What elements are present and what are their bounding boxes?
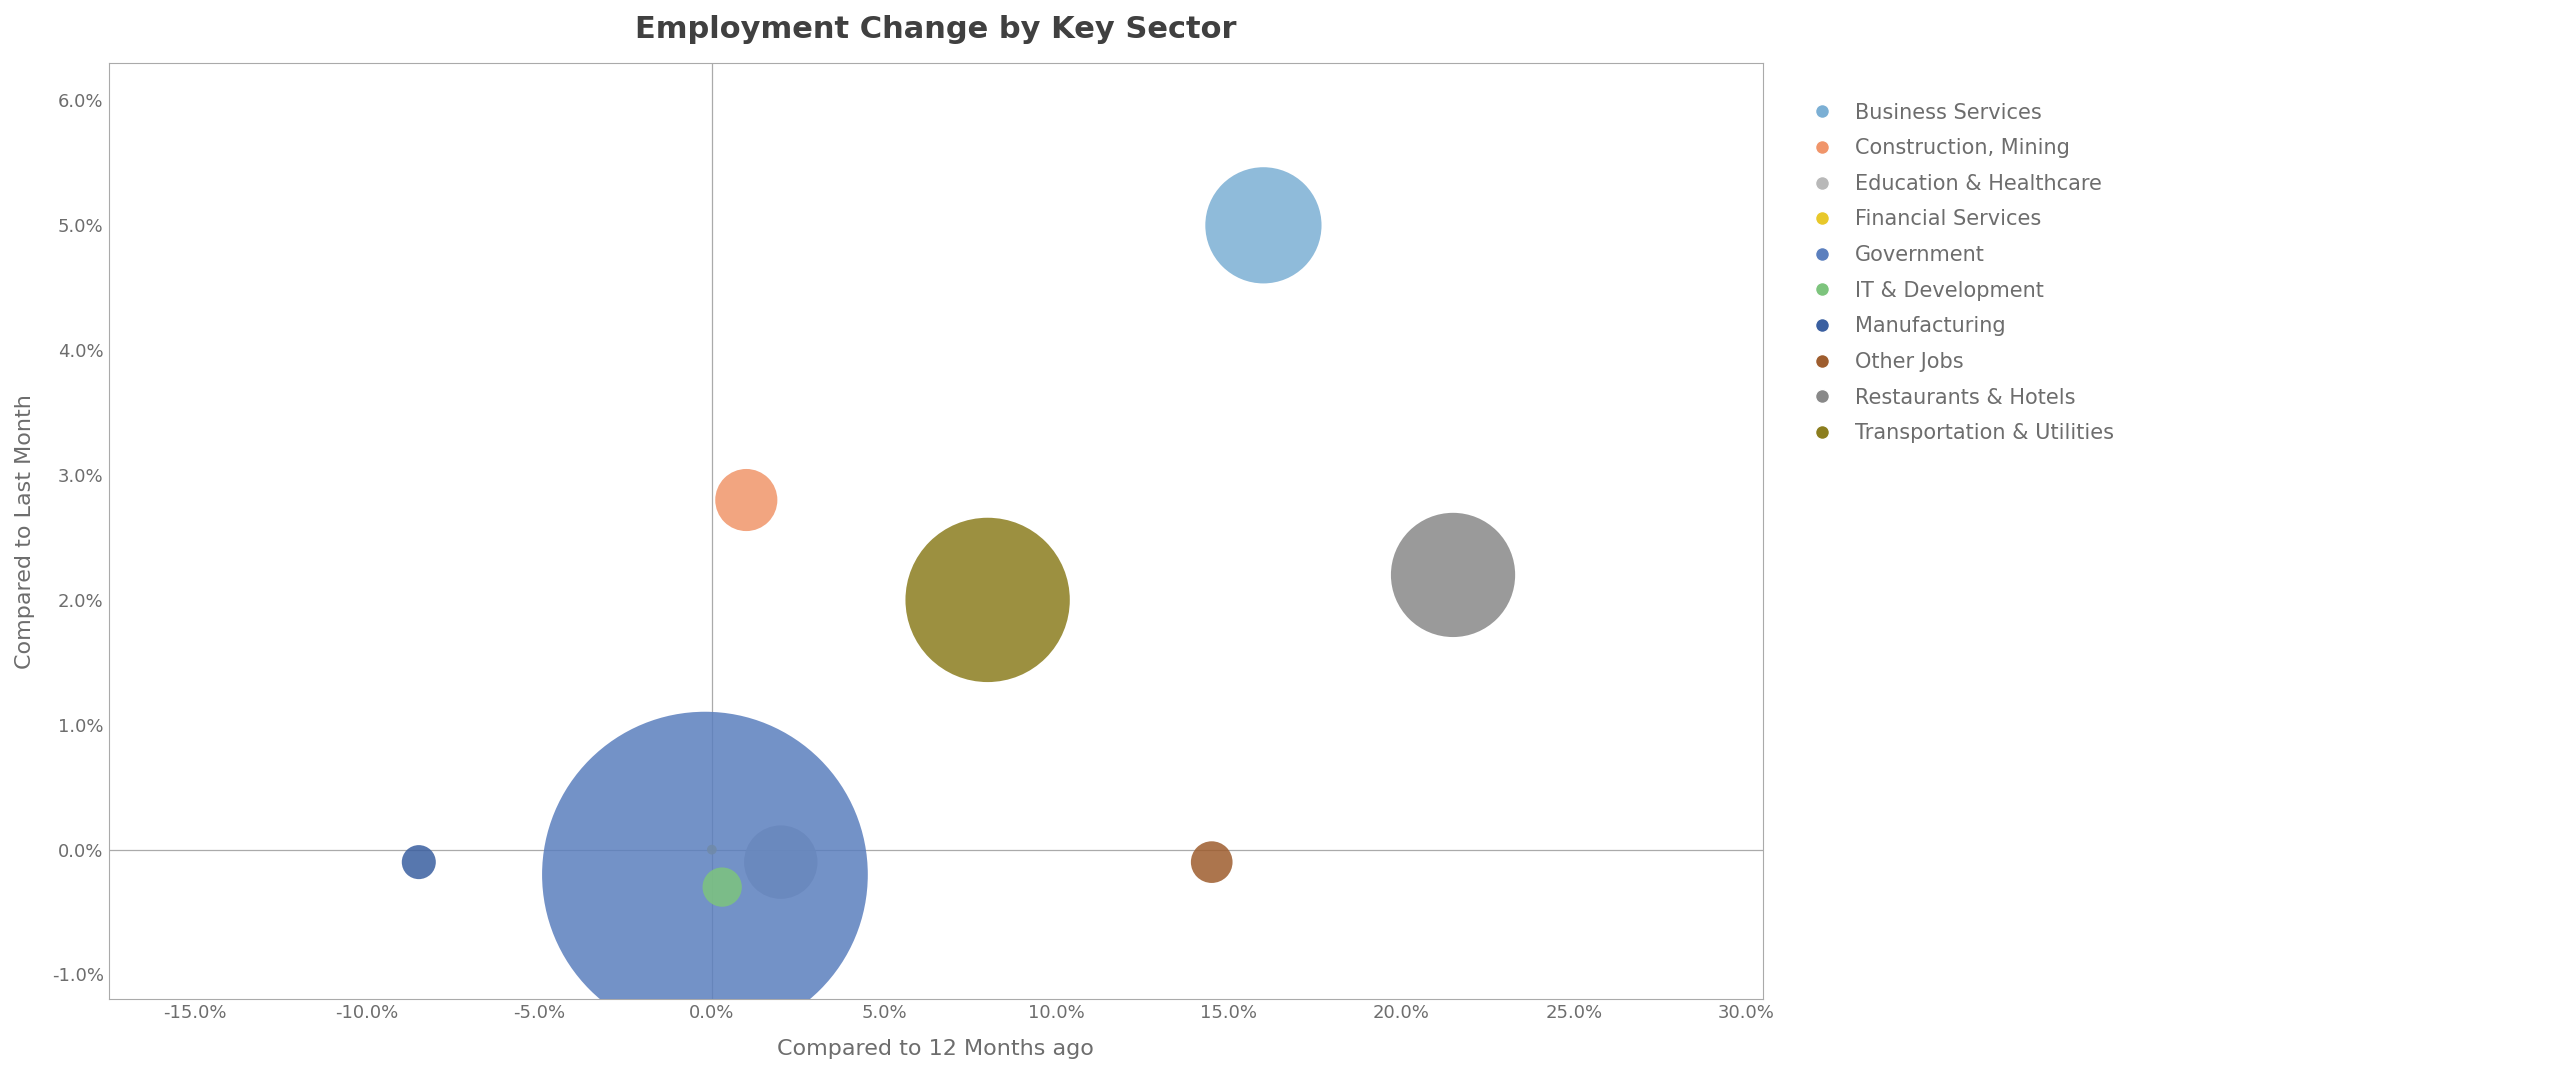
- Point: [1432, 566, 1473, 583]
- Point: [398, 854, 439, 871]
- Point: [1242, 217, 1283, 234]
- Point: [760, 854, 801, 871]
- Legend: Business Services, Construction, Mining, Education & Healthcare, Financial Servi: Business Services, Construction, Mining,…: [1791, 92, 2125, 453]
- Point: [1191, 854, 1232, 871]
- Point: [967, 592, 1008, 609]
- Point: [701, 879, 742, 896]
- Title: Employment Change by Key Sector: Employment Change by Key Sector: [636, 15, 1237, 44]
- X-axis label: Compared to 12 Months ago: Compared to 12 Months ago: [777, 1039, 1093, 1059]
- Point: [685, 866, 726, 883]
- Point: [726, 492, 767, 509]
- Point: [690, 841, 731, 858]
- Y-axis label: Compared to Last Month: Compared to Last Month: [15, 394, 36, 669]
